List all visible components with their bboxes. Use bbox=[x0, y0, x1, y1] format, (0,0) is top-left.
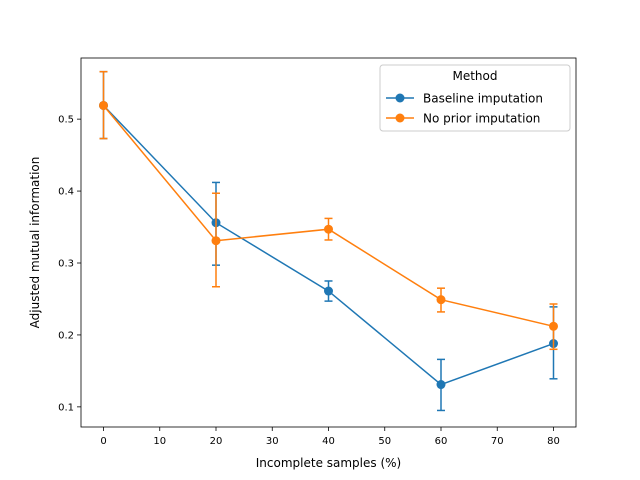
y-tick-label: 0.3 bbox=[58, 259, 74, 270]
data-point bbox=[436, 295, 446, 305]
data-point bbox=[99, 100, 108, 110]
x-tick-label: 10 bbox=[153, 436, 166, 447]
legend-entry: No prior imputation bbox=[386, 112, 540, 126]
legend-entries: Baseline imputation No prior imputation bbox=[386, 92, 543, 126]
axes-frame bbox=[80, 57, 577, 428]
series-2 bbox=[99, 70, 558, 351]
y-axis-label: Adjusted mutual information bbox=[28, 157, 42, 329]
x-tick-label: 20 bbox=[210, 436, 223, 447]
y-axis: 0.1 0.2 0.3 0.4 0.5 bbox=[58, 115, 81, 413]
data-point bbox=[436, 380, 446, 390]
x-axis: 0 10 20 30 40 50 60 70 80 bbox=[100, 427, 560, 447]
data-point bbox=[549, 321, 558, 331]
y-tick-label: 0.4 bbox=[58, 187, 74, 198]
legend-title: Method bbox=[452, 69, 497, 83]
x-tick-label: 60 bbox=[435, 436, 448, 447]
data-point bbox=[211, 236, 221, 246]
legend-box bbox=[379, 64, 571, 132]
x-tick-label: 30 bbox=[266, 436, 279, 447]
y-tick-label: 0.2 bbox=[58, 330, 74, 341]
data-point bbox=[324, 224, 333, 234]
legend-label: Baseline imputation bbox=[423, 92, 543, 106]
legend-entry: Baseline imputation bbox=[386, 92, 543, 106]
x-tick-label: 0 bbox=[100, 436, 106, 447]
legend-label: No prior imputation bbox=[423, 112, 540, 126]
x-tick-label: 80 bbox=[547, 436, 560, 447]
x-tick-label: 50 bbox=[378, 436, 391, 447]
y-tick-label: 0.1 bbox=[58, 402, 74, 413]
y-tick-label: 0.5 bbox=[58, 115, 74, 126]
legend-marker bbox=[395, 93, 405, 103]
x-axis-label: Incomplete samples (%) bbox=[256, 456, 401, 470]
series-layer bbox=[99, 70, 558, 412]
legend: Method Baseline imputation No prior imput… bbox=[379, 64, 571, 132]
x-tick-label: 40 bbox=[322, 436, 335, 447]
data-point bbox=[324, 286, 333, 296]
legend-marker bbox=[395, 113, 405, 123]
x-tick-label: 70 bbox=[491, 436, 504, 447]
